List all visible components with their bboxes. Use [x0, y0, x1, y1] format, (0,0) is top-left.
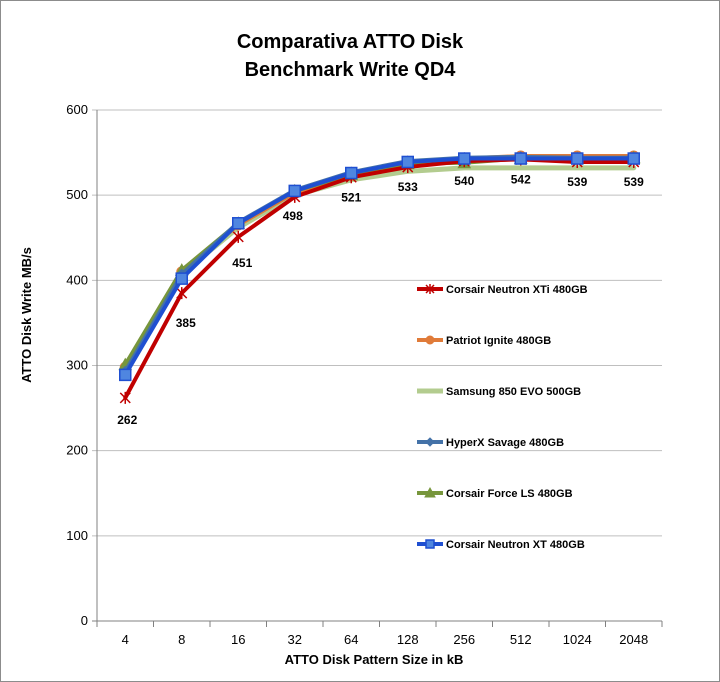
y-tick-label: 300: [66, 358, 88, 373]
data-label: 539: [567, 175, 587, 189]
point-marker: [176, 287, 188, 300]
point-marker: [514, 152, 527, 165]
legend-label: Patriot Ignite 480GB: [446, 335, 551, 347]
data-label: 385: [176, 316, 196, 330]
x-tick-label: 32: [288, 632, 302, 647]
axis-layer: 0 100 200 300 400 500 600 4 8 16 32 64 128 256 512 1024…: [66, 102, 663, 647]
x-tick-label: 256: [453, 632, 475, 647]
x-tick-label: 2048: [619, 632, 648, 647]
chart-title-line-2: Benchmark Write QD4: [244, 59, 456, 81]
y-axis-title: ATTO Disk Write MB/s: [19, 247, 34, 383]
legend-label: Corsair Neutron XTi 480GB: [446, 284, 588, 296]
point-marker: [425, 437, 435, 447]
point-marker: [425, 284, 435, 294]
point-marker: [458, 152, 471, 165]
x-axis-title: ATTO Disk Pattern Size in kB: [285, 652, 464, 667]
x-tick-label: 512: [510, 632, 532, 647]
data-label: 542: [511, 172, 531, 186]
series-layer: [118, 150, 641, 404]
series-line: [123, 156, 636, 377]
y-tick-label: 100: [66, 528, 88, 543]
y-tick-label: 600: [66, 102, 88, 117]
point-marker: [571, 152, 584, 165]
data-label: 521: [341, 190, 361, 204]
legend-label: Corsair Neutron XT 480GB: [446, 539, 585, 551]
legend-entry: Corsair Neutron XTi 480GB: [417, 284, 588, 296]
legend-entry: Corsair Force LS 480GB: [417, 486, 573, 500]
legend-entry: Corsair Neutron XT 480GB: [417, 539, 585, 551]
point-marker: [425, 539, 435, 549]
point-marker: [232, 217, 245, 230]
chart-title: Comparativa ATTO Disk Benchmark Write QD…: [170, 28, 530, 84]
legend-label: Samsung 850 EVO 500GB: [446, 386, 581, 398]
data-label: 539: [624, 175, 644, 189]
legend-label: HyperX Savage 480GB: [446, 437, 564, 449]
series-samsung-850-evo-500gb: [122, 165, 637, 372]
series-corsair-neutron-xti-480gb: [119, 153, 640, 404]
legend-entry: Samsung 850 EVO 500GB: [417, 386, 581, 398]
legend-label: Corsair Force LS 480GB: [446, 488, 573, 500]
data-label: 262: [117, 413, 137, 427]
y-tick-label: 200: [66, 443, 88, 458]
x-tick-label: 128: [397, 632, 419, 647]
x-tick-label: 1024: [563, 632, 592, 647]
data-label: 498: [283, 209, 303, 223]
series-corsair-neutron-xt-480gb: [119, 152, 640, 382]
data-label: 540: [454, 174, 474, 188]
y-tick-label: 400: [66, 272, 88, 287]
legend-entry: Patriot Ignite 480GB: [417, 335, 551, 347]
point-marker: [119, 368, 132, 382]
series-line: [122, 165, 637, 372]
y-tick-label: 0: [81, 613, 88, 628]
point-marker: [345, 166, 358, 180]
legend: Corsair Neutron XTi 480GB Patriot Ignite …: [417, 284, 588, 551]
x-tick-label: 4: [122, 632, 129, 647]
x-tick-label: 16: [231, 632, 245, 647]
point-marker: [401, 155, 414, 169]
x-tick-label: 8: [178, 632, 185, 647]
point-marker: [424, 486, 436, 498]
point-marker: [232, 230, 244, 243]
series-line: [123, 157, 636, 400]
y-tick-label: 500: [66, 187, 88, 202]
point-marker: [627, 152, 640, 165]
point-marker: [288, 184, 301, 198]
legend-entry: HyperX Savage 480GB: [417, 437, 564, 449]
data-label: 451: [232, 256, 252, 270]
point-marker: [119, 391, 131, 404]
point-marker: [175, 272, 188, 285]
data-label: 533: [398, 180, 418, 194]
series-line: [123, 154, 636, 374]
chart-title-line-1: Comparativa ATTO Disk: [236, 31, 464, 53]
data-label-layer: 262 385 451 498 521 533 540 542 539 539: [117, 172, 644, 426]
x-tick-label: 64: [344, 632, 358, 647]
point-marker: [425, 335, 435, 345]
